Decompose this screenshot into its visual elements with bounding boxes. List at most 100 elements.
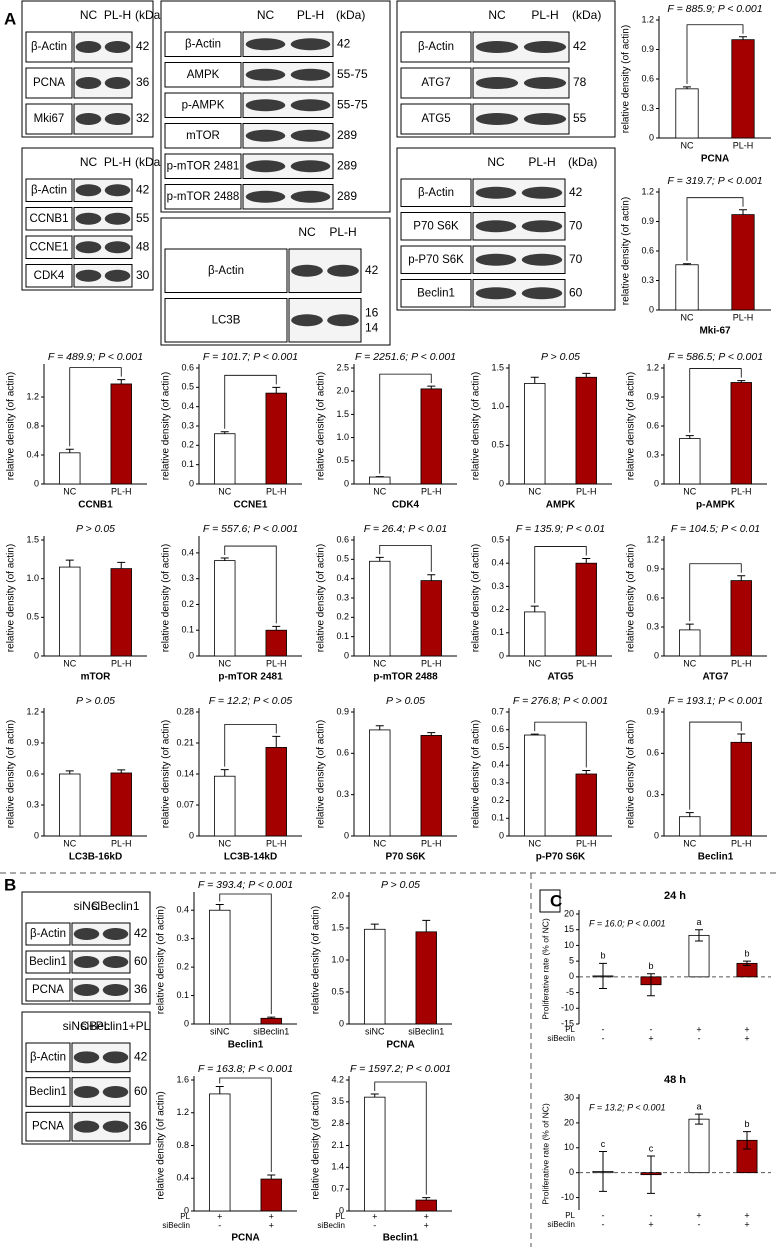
error-bar [582,769,591,774]
x-axis-label: p-AMPK [696,500,736,511]
row-mark: + [696,1210,701,1220]
x-tick-label: PL-H [733,312,754,322]
error-bar [737,380,746,383]
y-tick-label: 0.7 [331,1184,344,1194]
x-axis-label: Beclin1 [383,1233,419,1244]
y-axis-label: relative density (of actin) [471,372,482,480]
y-tick-label: 0.1 [491,813,504,823]
y-tick-label: 20 [564,1117,574,1127]
y-tick-label: 0.2 [176,961,189,971]
lane-label: siNC+PL [63,1019,111,1033]
x-axis-label: p-P70 S6K [536,852,586,863]
bar [730,382,752,485]
y-tick-label: -15 [561,1018,574,1028]
bracket [534,546,587,604]
error-bar [375,725,384,730]
y-axis-label: relative density (of actin) [316,372,327,480]
kda-label: 60 [569,285,583,299]
y-tick-label: 20 [564,908,574,918]
band [73,1051,100,1064]
x-tick-label: siBeclin1 [408,1026,444,1036]
x-axis-label: LC3B-14kD [224,852,277,863]
row-name: siBeclin [547,1034,575,1043]
lane-label: NC [80,8,98,22]
y-tick-label: 0 [34,650,39,660]
y-tick-label: 1.0 [331,954,344,964]
x-axis-label: mTOR [81,672,112,683]
y-tick-label: 0.2 [336,612,349,622]
error-bar [375,556,384,562]
kda-label: 36 [134,982,148,996]
row-label: p-P70 S6K [408,254,464,266]
y-axis-label: relative density (of actin) [471,544,482,652]
row-mark: + [696,1024,701,1034]
bar [214,433,236,485]
y-tick-label: 0.1 [176,990,189,1000]
y-tick-label: 0.3 [641,103,654,113]
label-box [164,92,242,118]
lane-label: siBeclin1 [91,899,139,913]
row-mark: + [744,1024,749,1034]
y-axis-label: Proliferative rate (% of NC) [540,918,550,1020]
error-bar [739,36,747,40]
x-axis-label: ATG5 [548,672,574,683]
band [521,287,563,300]
y-tick-label: 2.8 [331,1118,344,1128]
y-axis-label: relative density (of actin) [161,372,172,480]
label-box [164,248,288,293]
row-mark: + [648,1219,653,1229]
kda-label: 42 [337,36,351,50]
y-tick-label: 0 [344,478,349,488]
x-tick-label: PL-H [266,838,287,848]
band [327,314,359,327]
y-tick-label: 0.2 [181,440,194,450]
label-box [400,245,472,274]
row-mark: + [269,1211,274,1221]
band [291,264,323,277]
annotation: F = 489.9; P < 0.001 [48,351,143,363]
kda-label: 78 [573,75,587,89]
label-box [25,1111,71,1142]
y-tick-label: 2.0 [331,890,344,900]
label-box [25,1077,71,1107]
bar [575,773,597,837]
bar [679,438,701,485]
bar [688,1118,710,1174]
bar [575,376,597,485]
error-bar [65,448,74,453]
x-tick-label: PL-H [421,838,442,848]
y-tick-label: 0.07 [176,799,194,809]
x-tick-label: NC [683,838,696,848]
x-axis-label: Beclin1 [698,852,734,863]
chart-title: 24 h [664,890,686,902]
label-box [25,978,71,1002]
row-label: Beclin1 [29,1086,67,1098]
row-label: β-Actin [31,41,67,53]
band [523,113,567,125]
x-tick-label: PL-H [576,838,597,848]
bar [679,629,701,657]
annotation: F = 12.2; P < 0.05 [209,695,293,707]
y-tick-label: 1.5 [491,362,504,372]
x-axis-label: Mki-67 [699,326,731,337]
y-tick-label: 0 [339,1018,344,1028]
x-tick-label: PL-H [731,486,752,496]
band [102,928,129,940]
label-box [400,279,472,308]
y-tick-label: 0.4 [176,905,189,915]
band [290,190,331,203]
row-mark: + [372,1211,377,1221]
error-bar [220,431,229,434]
bar [214,560,236,657]
band [245,99,286,112]
x-axis-label: Beclin1 [228,1040,264,1051]
x-axis-label: CDK4 [392,500,420,511]
row-label: PCNA [32,984,64,996]
x-tick-label: NC [218,838,231,848]
row-label: β-Actin [418,41,454,53]
y-tick-label: 1.2 [641,186,654,196]
band [102,1051,129,1064]
y-tick-label: 0.9 [641,216,654,226]
y-tick-label: 0.3 [646,449,659,459]
y-tick-label: 0.4 [181,401,194,411]
